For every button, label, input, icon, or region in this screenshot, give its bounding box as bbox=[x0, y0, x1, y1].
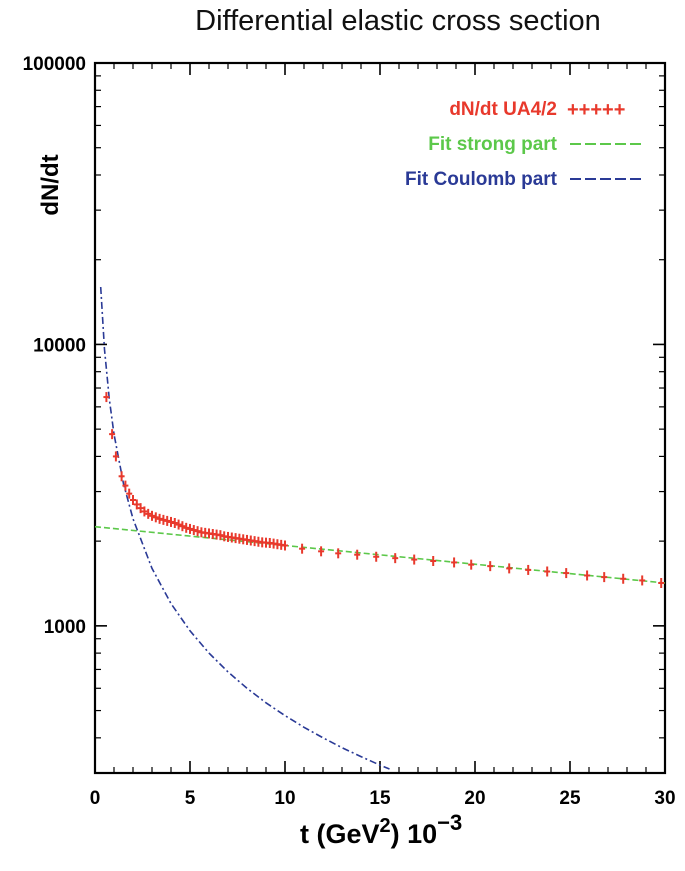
data-point bbox=[190, 525, 197, 536]
y-tick-label: 1000 bbox=[44, 617, 86, 638]
data-point bbox=[299, 543, 306, 554]
data-point bbox=[620, 573, 627, 584]
x-tick-label: 20 bbox=[464, 788, 485, 809]
data-point bbox=[525, 564, 532, 575]
x-axis-label-power: −3 bbox=[437, 810, 462, 835]
data-point bbox=[601, 572, 608, 583]
data-point bbox=[411, 554, 418, 565]
data-point bbox=[487, 561, 494, 572]
plot-frame bbox=[93, 61, 667, 775]
x-tick-label: 30 bbox=[654, 788, 675, 809]
axis-tick-labels: 0 5 10 15 20 25 30 100000 10000 1000 bbox=[23, 54, 676, 809]
plot-series bbox=[94, 286, 666, 770]
y-axis-label: dN/dt bbox=[37, 154, 64, 215]
data-point bbox=[183, 522, 190, 533]
data-point bbox=[584, 570, 591, 581]
x-tick-label: 0 bbox=[90, 788, 101, 809]
data-point bbox=[175, 519, 182, 530]
x-axis-label-exponent: 2 bbox=[380, 815, 391, 837]
data-point bbox=[156, 513, 163, 524]
fit-coulomb-line bbox=[99, 286, 390, 770]
data-point bbox=[137, 503, 144, 514]
data-point bbox=[118, 471, 125, 482]
x-tick-label: 25 bbox=[559, 788, 581, 809]
y-tick-label: 100000 bbox=[23, 54, 86, 75]
data-point bbox=[451, 557, 458, 568]
x-axis-label-prefix: t (GeV bbox=[300, 819, 380, 849]
data-point bbox=[373, 551, 380, 562]
y-tick-label: 10000 bbox=[33, 335, 86, 356]
data-point bbox=[506, 563, 513, 574]
data-point bbox=[187, 523, 193, 534]
data-point bbox=[318, 546, 325, 557]
data-point bbox=[335, 548, 342, 559]
data-point bbox=[149, 510, 155, 521]
data-point bbox=[282, 540, 288, 551]
x-axis-label-suffix: ) 10 bbox=[391, 819, 438, 849]
data-point bbox=[126, 488, 133, 499]
data-point bbox=[103, 392, 110, 403]
data-point bbox=[152, 512, 159, 523]
data-point bbox=[639, 575, 646, 586]
fit-strong-line bbox=[94, 525, 666, 584]
data-point bbox=[164, 515, 171, 526]
data-point bbox=[217, 530, 224, 541]
data-point bbox=[145, 508, 152, 519]
data-point bbox=[168, 516, 174, 527]
chart-title: Differential elastic cross section bbox=[195, 5, 601, 37]
axis-ticks bbox=[94, 62, 666, 774]
legend: dN/dt UA4/2 +++++ Fit strong part Fit Coulo… bbox=[405, 99, 645, 190]
x-tick-label: 15 bbox=[369, 788, 391, 809]
data-point bbox=[194, 526, 201, 537]
data-point bbox=[430, 555, 437, 566]
x-axis-label: t (GeV2) 10−3 bbox=[300, 810, 462, 849]
legend-label: Fit strong part bbox=[428, 134, 557, 155]
data-point bbox=[133, 499, 140, 510]
legend-label: dN/dt UA4/2 bbox=[449, 99, 557, 120]
legend-marker-points: +++++ bbox=[567, 99, 625, 121]
x-tick-label: 5 bbox=[185, 788, 196, 809]
data-point bbox=[109, 429, 116, 440]
data-point bbox=[563, 568, 570, 579]
data-point bbox=[141, 506, 148, 517]
data-point bbox=[171, 517, 178, 528]
data-point bbox=[544, 566, 551, 577]
data-point bbox=[392, 553, 399, 564]
data-point bbox=[112, 451, 119, 462]
data-point bbox=[354, 549, 361, 560]
axes bbox=[93, 61, 667, 775]
data-point bbox=[130, 495, 136, 506]
data-point bbox=[160, 514, 167, 525]
data-point bbox=[122, 480, 129, 491]
data-point bbox=[658, 577, 665, 588]
data-point bbox=[179, 521, 186, 532]
x-tick-label: 10 bbox=[274, 788, 295, 809]
legend-label: Fit Coulomb part bbox=[405, 169, 558, 190]
data-point bbox=[468, 559, 475, 570]
